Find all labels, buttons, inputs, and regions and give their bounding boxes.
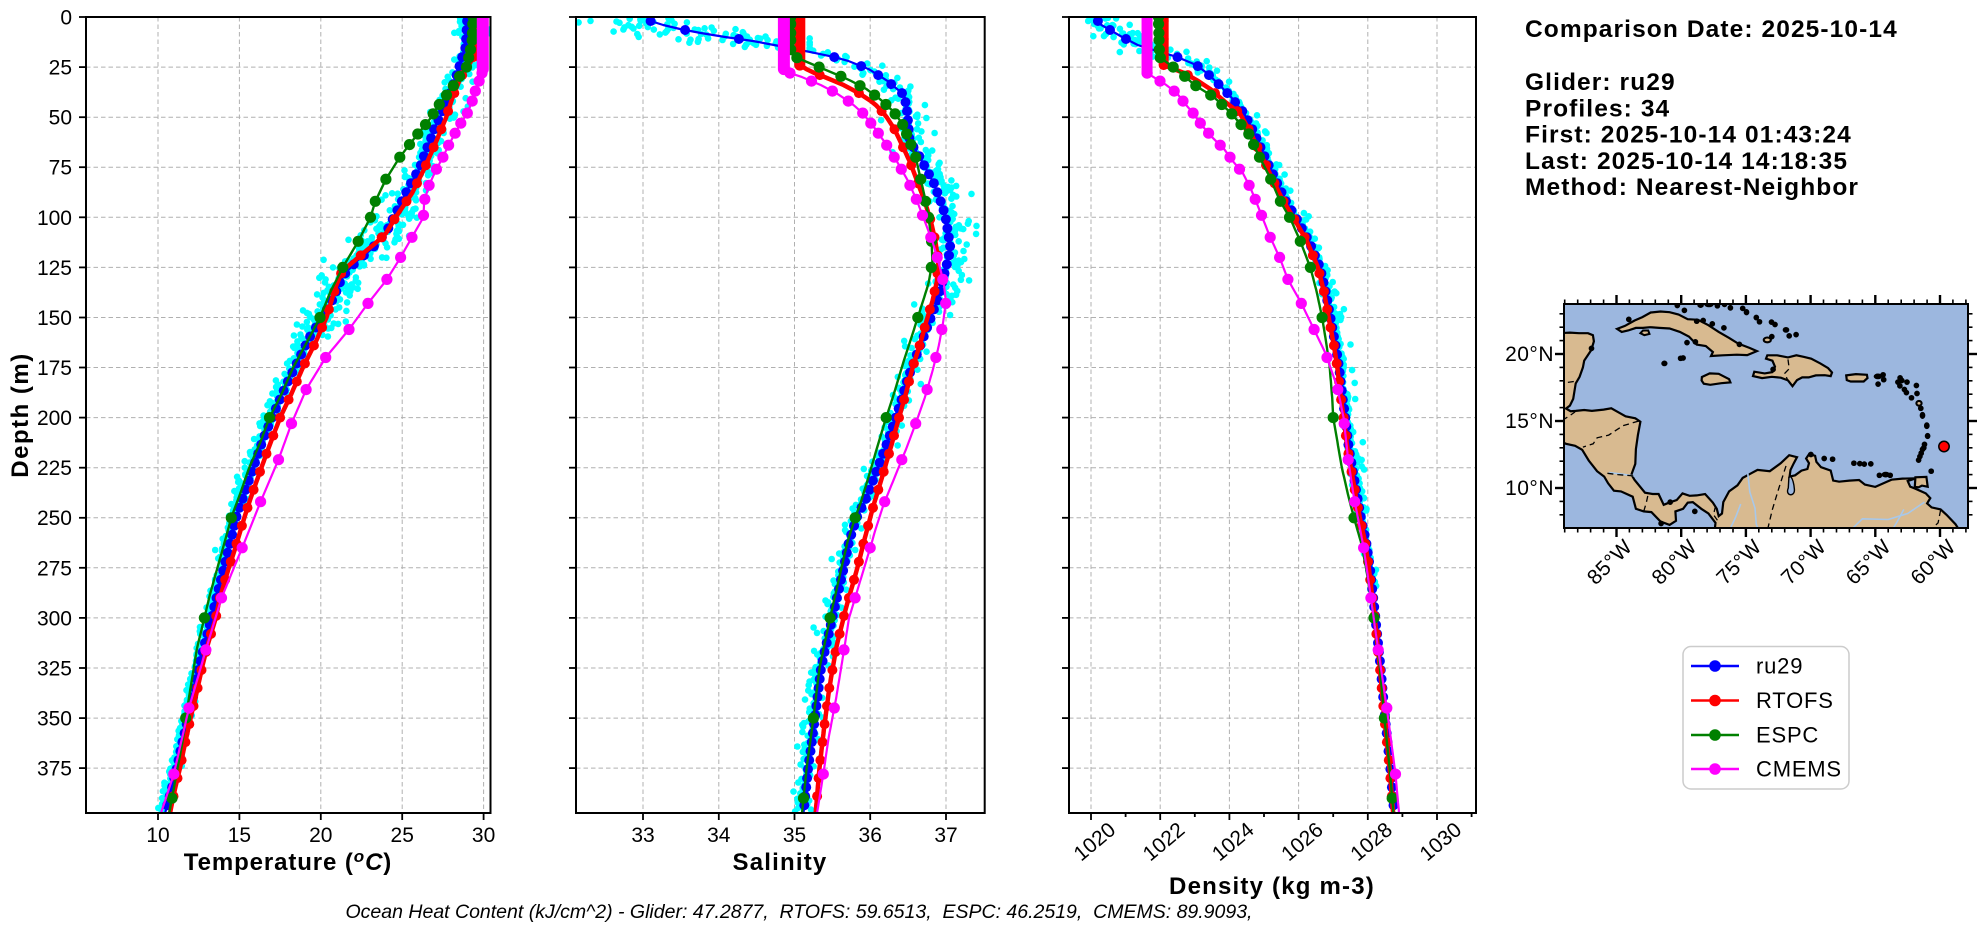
svg-text:20°N: 20°N — [1505, 343, 1554, 366]
svg-text:100: 100 — [37, 207, 72, 230]
svg-text:Glider: ru29: Glider: ru29 — [1525, 69, 1676, 96]
svg-text:RTOFS: RTOFS — [1756, 688, 1834, 713]
svg-text:25: 25 — [391, 824, 414, 847]
svg-text:Salinity: Salinity — [733, 849, 828, 876]
svg-text:Depth (m): Depth (m) — [7, 352, 34, 477]
svg-text:30: 30 — [472, 824, 495, 847]
svg-text:35: 35 — [783, 824, 806, 847]
svg-text:125: 125 — [37, 257, 72, 280]
svg-text:Ocean Heat Content (kJ/cm^2) -: Ocean Heat Content (kJ/cm^2) - Glider: 4… — [346, 901, 1253, 923]
svg-text:350: 350 — [37, 708, 72, 731]
svg-text:75: 75 — [49, 157, 72, 180]
svg-text:CMEMS: CMEMS — [1756, 757, 1842, 782]
svg-text:250: 250 — [37, 507, 72, 530]
svg-text:300: 300 — [37, 607, 72, 630]
svg-text:50: 50 — [49, 107, 72, 130]
svg-text:150: 150 — [37, 307, 72, 330]
svg-text:37: 37 — [934, 824, 957, 847]
svg-text:175: 175 — [37, 357, 72, 380]
svg-text:First: 2025-10-14 01:43:24: First: 2025-10-14 01:43:24 — [1525, 122, 1852, 149]
svg-text:Method: Nearest-Neighbor: Method: Nearest-Neighbor — [1525, 174, 1859, 201]
svg-text:Density (kg m-3): Density (kg m-3) — [1169, 873, 1375, 900]
svg-text:10: 10 — [146, 824, 169, 847]
svg-text:0: 0 — [60, 7, 72, 30]
svg-text:25: 25 — [49, 57, 72, 80]
svg-text:ru29: ru29 — [1756, 654, 1803, 679]
svg-text:375: 375 — [37, 758, 72, 781]
svg-text:36: 36 — [859, 824, 882, 847]
svg-text:15°N: 15°N — [1505, 410, 1554, 433]
svg-text:33: 33 — [631, 824, 654, 847]
svg-text:275: 275 — [37, 557, 72, 580]
svg-text:200: 200 — [37, 407, 72, 430]
svg-text:Last: 2025-10-14 14:18:35: Last: 2025-10-14 14:18:35 — [1525, 148, 1848, 175]
svg-text:10°N: 10°N — [1505, 477, 1554, 500]
svg-text:34: 34 — [707, 824, 731, 847]
svg-text:ESPC: ESPC — [1756, 723, 1819, 748]
svg-text:225: 225 — [37, 457, 72, 480]
svg-text:Profiles: 34: Profiles: 34 — [1525, 95, 1670, 122]
svg-text:20: 20 — [309, 824, 332, 847]
svg-text:325: 325 — [37, 658, 72, 681]
svg-text:15: 15 — [228, 824, 251, 847]
svg-text:Comparison Date: 2025-10-14: Comparison Date: 2025-10-14 — [1525, 16, 1898, 43]
